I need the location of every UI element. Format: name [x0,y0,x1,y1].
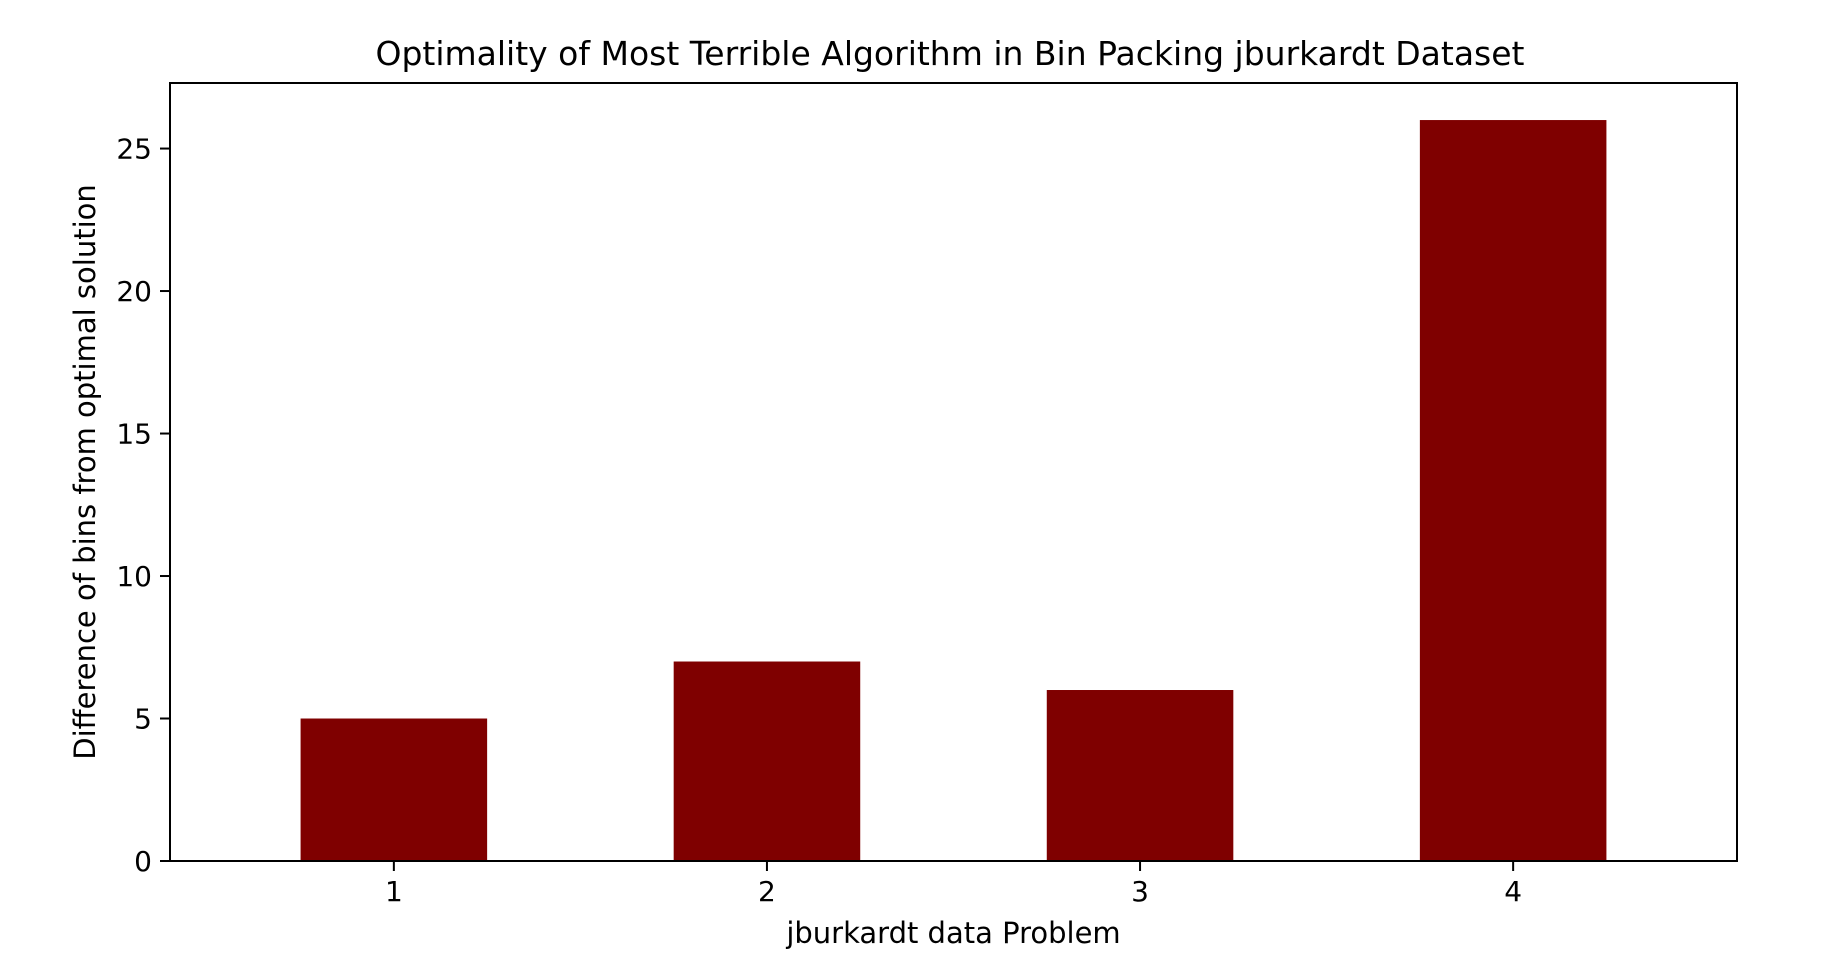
y-tick-label: 10 [116,560,152,593]
y-tick-label: 15 [116,418,152,451]
x-axis-label: jburkardt data Problem [785,916,1120,950]
bar-3 [1046,690,1234,861]
plot-area [300,120,1607,862]
y-tick-label: 0 [134,845,152,878]
bar-4 [1419,120,1607,862]
x-tick-label: 2 [758,875,776,908]
y-axis-label: Difference of bins from optimal solution [68,184,102,759]
x-axis: 1 2 3 4 [385,861,1522,908]
y-axis: 0 5 10 15 20 25 [116,133,170,878]
bar-2 [673,661,861,861]
chart-title: Optimality of Most Terrible Algorithm in… [375,34,1524,73]
plot-frame [169,82,1738,862]
y-tick-label: 25 [116,133,152,166]
x-tick-label: 1 [385,875,403,908]
x-tick-label: 3 [1131,875,1149,908]
y-tick-label: 20 [116,275,152,308]
y-tick-label: 5 [134,703,152,736]
x-tick-label: 4 [1504,875,1522,908]
bar-1 [300,718,488,861]
